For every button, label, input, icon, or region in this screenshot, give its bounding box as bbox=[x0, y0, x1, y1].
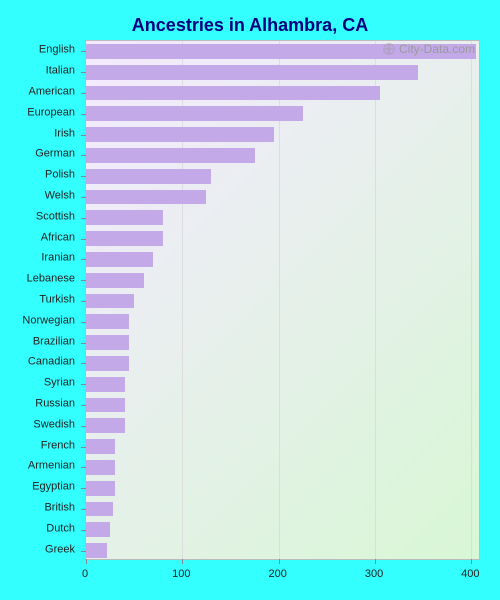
bar bbox=[86, 294, 134, 309]
y-tick bbox=[81, 343, 86, 344]
bar bbox=[86, 148, 255, 163]
y-tick bbox=[81, 218, 86, 219]
y-axis-label: Scottish bbox=[0, 211, 75, 222]
y-axis-label: French bbox=[0, 440, 75, 451]
y-axis-label: Canadian bbox=[0, 357, 75, 368]
y-tick bbox=[81, 363, 86, 364]
x-tick bbox=[471, 559, 472, 564]
bar bbox=[86, 502, 113, 517]
bar bbox=[86, 231, 163, 246]
bar bbox=[86, 65, 418, 80]
bar bbox=[86, 377, 125, 392]
y-tick bbox=[81, 51, 86, 52]
y-tick bbox=[81, 384, 86, 385]
bar bbox=[86, 460, 115, 475]
bar bbox=[86, 314, 129, 329]
y-tick bbox=[81, 259, 86, 260]
watermark: City-Data.com bbox=[382, 42, 475, 56]
y-axis-label: Turkish bbox=[0, 295, 75, 306]
y-axis-label: Welsh bbox=[0, 191, 75, 202]
y-axis-label: Polish bbox=[0, 170, 75, 181]
plot-area bbox=[85, 40, 480, 560]
y-axis-label: Lebanese bbox=[0, 274, 75, 285]
y-tick bbox=[81, 72, 86, 73]
y-tick bbox=[81, 135, 86, 136]
bar bbox=[86, 252, 153, 267]
chart-title: Ancestries in Alhambra, CA bbox=[10, 15, 490, 36]
y-axis-label: Syrian bbox=[0, 378, 75, 389]
bar bbox=[86, 439, 115, 454]
y-tick bbox=[81, 280, 86, 281]
y-axis-label: Iranian bbox=[0, 253, 75, 264]
bar bbox=[86, 273, 144, 288]
y-tick bbox=[81, 405, 86, 406]
bar bbox=[86, 210, 163, 225]
y-tick bbox=[81, 551, 86, 552]
y-axis-label: Italian bbox=[0, 66, 75, 77]
gridline bbox=[471, 41, 472, 559]
y-axis-label: Swedish bbox=[0, 419, 75, 430]
bar bbox=[86, 522, 110, 537]
bar bbox=[86, 356, 129, 371]
bar bbox=[86, 335, 129, 350]
bar bbox=[86, 169, 211, 184]
y-tick bbox=[81, 467, 86, 468]
gridline bbox=[375, 41, 376, 559]
y-axis-label: Greek bbox=[0, 544, 75, 555]
y-axis-label: Irish bbox=[0, 128, 75, 139]
y-tick bbox=[81, 447, 86, 448]
x-axis-label: 0 bbox=[82, 568, 88, 580]
chart-container: Ancestries in Alhambra, CA City-Data.com… bbox=[0, 0, 500, 600]
y-tick bbox=[81, 155, 86, 156]
y-axis-label: Armenian bbox=[0, 461, 75, 472]
bar bbox=[86, 418, 125, 433]
y-tick bbox=[81, 426, 86, 427]
y-axis-label: Dutch bbox=[0, 523, 75, 534]
y-axis-label: German bbox=[0, 149, 75, 160]
globe-icon bbox=[382, 42, 396, 56]
y-tick bbox=[81, 488, 86, 489]
y-tick bbox=[81, 509, 86, 510]
bar bbox=[86, 481, 115, 496]
x-axis-label: 200 bbox=[268, 568, 286, 580]
x-axis-label: 400 bbox=[461, 568, 479, 580]
y-tick bbox=[81, 239, 86, 240]
y-tick bbox=[81, 322, 86, 323]
y-axis-label: Egyptian bbox=[0, 482, 75, 493]
x-tick bbox=[375, 559, 376, 564]
y-tick bbox=[81, 197, 86, 198]
x-axis-label: 300 bbox=[365, 568, 383, 580]
x-tick bbox=[182, 559, 183, 564]
bar bbox=[86, 86, 380, 101]
x-tick bbox=[86, 559, 87, 564]
y-axis-label: African bbox=[0, 232, 75, 243]
watermark-text: City-Data.com bbox=[399, 42, 475, 56]
y-axis-label: Russian bbox=[0, 399, 75, 410]
y-axis-label: Brazilian bbox=[0, 336, 75, 347]
y-tick bbox=[81, 114, 86, 115]
y-tick bbox=[81, 93, 86, 94]
bar bbox=[86, 106, 303, 121]
x-axis-label: 100 bbox=[172, 568, 190, 580]
y-axis-label: American bbox=[0, 87, 75, 98]
bar bbox=[86, 190, 206, 205]
y-tick bbox=[81, 176, 86, 177]
y-axis-label: European bbox=[0, 107, 75, 118]
y-axis-label: British bbox=[0, 503, 75, 514]
bar bbox=[86, 127, 274, 142]
y-axis-label: Norwegian bbox=[0, 315, 75, 326]
y-axis-label: English bbox=[0, 45, 75, 56]
bar bbox=[86, 398, 125, 413]
y-tick bbox=[81, 301, 86, 302]
x-tick bbox=[279, 559, 280, 564]
bar bbox=[86, 543, 107, 558]
y-tick bbox=[81, 530, 86, 531]
